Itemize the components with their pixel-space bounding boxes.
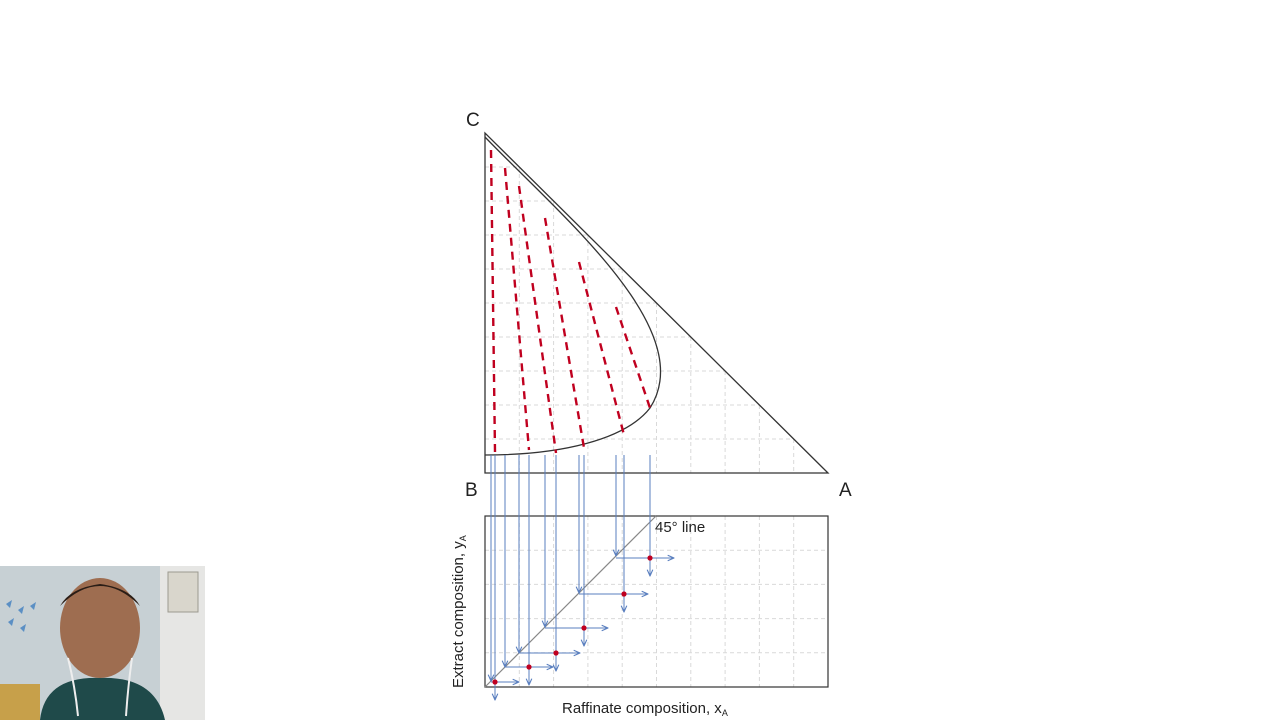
- presenter-video: [0, 566, 205, 720]
- tie-line: [577, 261, 626, 436]
- tie-lines: [489, 149, 652, 454]
- ternary-triangle: [484, 131, 830, 474]
- y-axis-subscript: A: [458, 535, 468, 541]
- plot-grid: [485, 516, 828, 687]
- equilibrium-point: [526, 664, 532, 670]
- x-axis-subscript: A: [722, 708, 728, 718]
- tie-line: [503, 167, 531, 451]
- projection-lines: [491, 455, 674, 700]
- equilibrium-point: [553, 650, 559, 656]
- equilibrium-point: [492, 679, 498, 685]
- vertex-label-b: B: [465, 480, 478, 501]
- 45-degree-line: [484, 515, 657, 688]
- equilibrium-point: [581, 625, 587, 631]
- equilibrium-plot-frame: [484, 515, 829, 688]
- x-axis-label: Raffinate composition, xA: [562, 700, 728, 718]
- equilibrium-point: [621, 591, 627, 597]
- y-axis-label: Extract composition, yA: [450, 535, 468, 688]
- equilibrium-point: [647, 555, 653, 561]
- tie-line: [614, 306, 652, 409]
- tie-line: [489, 149, 497, 453]
- vertex-label-a: A: [839, 480, 852, 501]
- tie-line: [517, 185, 558, 454]
- tie-line: [543, 217, 586, 449]
- 45-degree-line-label: 45° line: [655, 519, 705, 536]
- vertex-label-c: C: [466, 110, 480, 131]
- webcam-video-overlay: [0, 566, 205, 720]
- equilibrium-points: [492, 555, 653, 685]
- triangle-grid: [485, 166, 795, 473]
- binodal-curve: [484, 136, 662, 456]
